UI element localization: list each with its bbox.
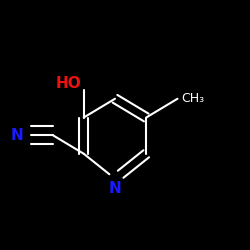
Text: N: N [108,181,122,196]
Text: CH₃: CH₃ [181,92,204,105]
Text: N: N [11,128,24,142]
Text: HO: HO [56,76,81,91]
